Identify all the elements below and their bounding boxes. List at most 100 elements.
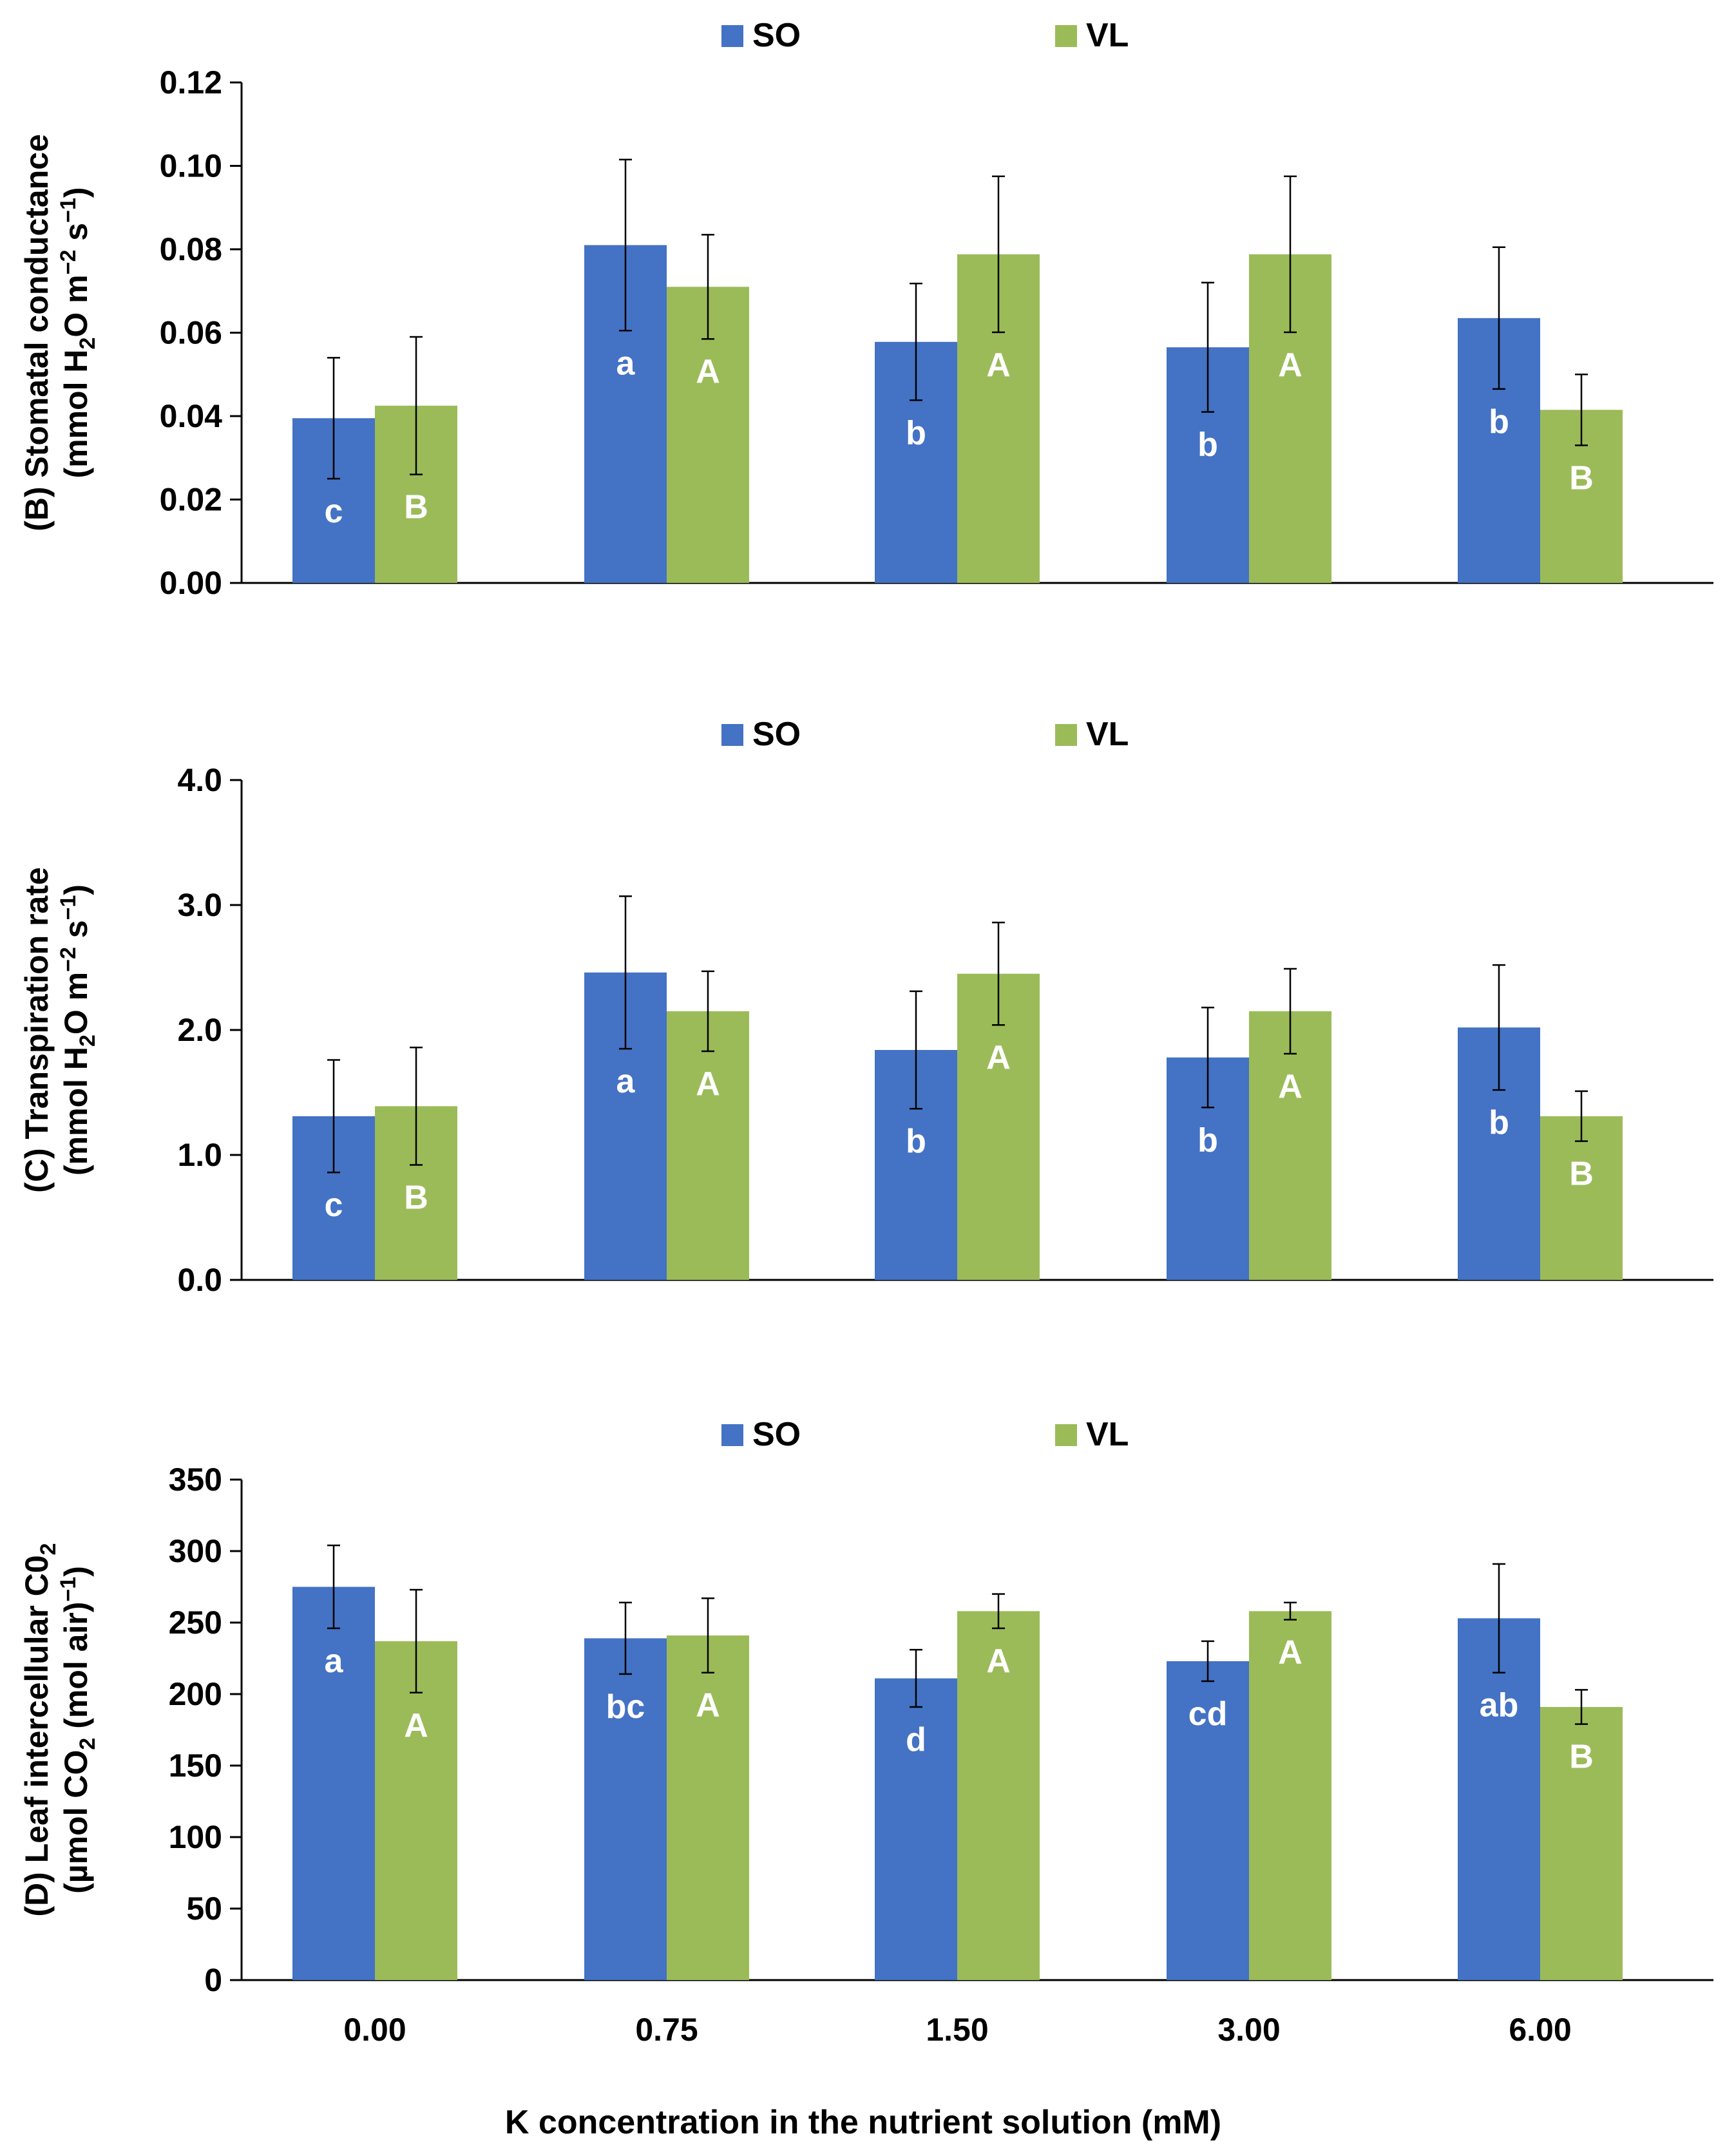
legend-label-vl: VL [1086, 1416, 1129, 1453]
significance-letter: a [616, 345, 636, 382]
significance-letter: b [906, 1123, 926, 1160]
y-tick-label: 0.00 [160, 565, 222, 601]
label-part: ) [58, 884, 94, 895]
y-tick-label: 0.02 [160, 482, 222, 518]
significance-letter: cd [1188, 1695, 1228, 1733]
significance-letter: A [696, 1687, 720, 1724]
bar-vl-6.00 [1540, 1116, 1623, 1280]
significance-letter: A [986, 1643, 1011, 1680]
x-tick-label: 1.50 [926, 2012, 988, 2048]
significance-letter: b [906, 414, 926, 452]
significance-letter: A [696, 353, 720, 390]
bar-vl-3.00 [1249, 1011, 1331, 1280]
x-tick-label: 0.00 [343, 2012, 406, 2048]
bar-vl-0.75 [667, 1635, 749, 1980]
y-tick-label: 150 [169, 1748, 222, 1784]
x-axis-title: K concentration in the nutrient solution… [505, 2104, 1221, 2141]
label-part: O m [58, 274, 94, 337]
chart-panel-C: 0.0 1.0 2.0 3.0 4.0 (C) Transpiration rate (mm… [19, 716, 1713, 1298]
label-part: ) [58, 187, 94, 198]
y-tick-label: 0 [204, 1962, 222, 1998]
bar-vl-1.50 [957, 1611, 1040, 1980]
y-tick-label: 0.08 [160, 231, 222, 267]
legend-swatch-vl [1055, 1424, 1077, 1446]
significance-letter: b [1197, 1121, 1218, 1159]
y-tick-label: 0.12 [160, 64, 222, 100]
bar-so-3.00 [1167, 1661, 1249, 1980]
subscript: 2 [75, 1738, 100, 1750]
bar-so-0.75 [584, 1638, 667, 1980]
x-tick-label: 0.75 [635, 2012, 698, 2048]
bar-vl-6.00 [1540, 1706, 1623, 1980]
y-tick-label: 4.0 [177, 762, 222, 798]
significance-letter: d [906, 1721, 926, 1758]
y-axis-title-line2: (µmol CO2 (mol air)−1) [56, 1566, 100, 1894]
significance-letter: A [986, 347, 1011, 384]
y-tick-label: 0.0 [177, 1262, 222, 1298]
significance-letter: B [1569, 459, 1594, 497]
significance-letter: c [325, 1187, 343, 1224]
significance-letter: A [1278, 347, 1302, 384]
legend-label-vl: VL [1086, 17, 1129, 54]
bar-so-6.00 [1458, 1618, 1540, 1980]
label-part: (D) Leaf intercellular C0 [19, 1555, 55, 1916]
legend-label-vl: VL [1086, 716, 1129, 753]
legend-label-so: SO [752, 17, 801, 54]
y-tick-label: 100 [169, 1819, 222, 1855]
y-axis-title-line2: (mmol H2O m−2 s−1) [56, 884, 100, 1176]
significance-letter: B [404, 489, 428, 526]
bar-vl-0.00 [375, 1641, 457, 1980]
significance-letter: a [616, 1063, 636, 1100]
superscript: −1 [56, 198, 81, 223]
significance-letter: ab [1480, 1687, 1519, 1724]
bar-so-0.00 [292, 1587, 375, 1980]
superscript: −2 [56, 947, 81, 972]
significance-letter: A [1278, 1068, 1302, 1105]
significance-letter: A [986, 1039, 1011, 1076]
significance-letter: A [1278, 1634, 1302, 1672]
bar-vl-3.00 [1249, 1611, 1331, 1980]
significance-letter: b [1489, 403, 1509, 441]
y-tick-label: 50 [186, 1891, 222, 1927]
superscript: −2 [56, 250, 81, 275]
y-tick-label: 300 [169, 1533, 222, 1569]
x-tick-label: 6.00 [1509, 2012, 1571, 2048]
significance-letter: A [696, 1065, 720, 1103]
subscript: 2 [36, 1543, 61, 1555]
legend-label-so: SO [752, 1416, 801, 1453]
superscript: −1 [56, 895, 81, 920]
y-tick-label: 0.06 [160, 315, 222, 351]
significance-letter: A [404, 1707, 428, 1744]
superscript: −1 [56, 1577, 81, 1602]
significance-letter: B [1569, 1739, 1594, 1776]
y-tick-label: 2.0 [177, 1012, 222, 1048]
label-part: (mol air) [58, 1602, 94, 1738]
y-tick-label: 250 [169, 1605, 222, 1641]
significance-letter: b [1197, 426, 1218, 464]
y-tick-label: 0.04 [160, 398, 223, 434]
y-tick-label: 0.10 [160, 148, 222, 184]
label-part: s [58, 920, 94, 947]
label-part: (µmol CO [58, 1750, 94, 1894]
chart-panel-B: 0.00 0.02 0.04 0.06 0.08 0.10 0.12 (B) Stomatal… [19, 17, 1713, 601]
significance-letter: c [325, 493, 343, 530]
label-part: O m [58, 972, 94, 1034]
x-tick-label: 3.00 [1217, 2012, 1280, 2048]
significance-letter: bc [606, 1688, 645, 1726]
y-tick-label: 200 [169, 1676, 222, 1712]
legend-label-so: SO [752, 716, 801, 753]
significance-letter: b [1489, 1104, 1509, 1141]
subscript: 2 [75, 1034, 100, 1047]
y-tick-label: 1.0 [177, 1137, 222, 1173]
chart-panel-D: 0 50 100 150 200 250 300 350 (D) Leaf intercellu… [19, 1416, 1713, 2048]
legend-swatch-so [721, 1424, 743, 1446]
label-part: ) [58, 1566, 94, 1577]
subscript: 2 [75, 338, 100, 350]
y-tick-label: 350 [169, 1462, 222, 1498]
y-axis-title-line1: (D) Leaf intercellular C02 [19, 1543, 61, 1916]
label-part: s [58, 223, 94, 250]
significance-letter: a [325, 1643, 344, 1680]
y-axis-title-line1: (B) Stomatal conductance [19, 134, 55, 531]
y-axis-title-line1: (C) Transpiration rate [19, 867, 55, 1193]
